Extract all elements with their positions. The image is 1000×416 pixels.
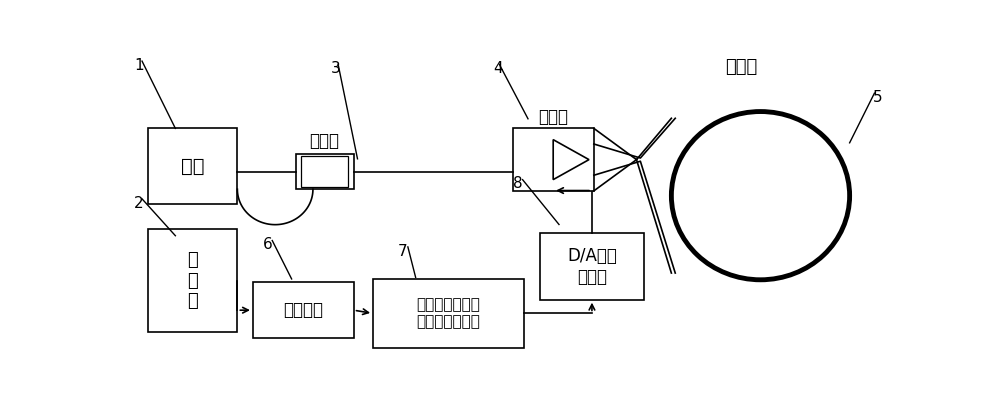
Text: 7: 7 xyxy=(398,244,407,259)
Text: 3: 3 xyxy=(330,61,340,76)
Text: 光源: 光源 xyxy=(181,156,205,176)
Polygon shape xyxy=(553,140,589,180)
Bar xyxy=(253,282,354,338)
Text: 1: 1 xyxy=(134,58,144,73)
Text: 探
测
器: 探 测 器 xyxy=(187,251,198,310)
Text: 6: 6 xyxy=(263,237,273,253)
Text: 放大采样: 放大采样 xyxy=(283,301,323,319)
Bar xyxy=(301,156,348,187)
Text: 调制器: 调制器 xyxy=(538,108,568,126)
Text: D/A及滤
波放大: D/A及滤 波放大 xyxy=(567,247,617,285)
Text: 5: 5 xyxy=(873,90,883,105)
Text: 耦合器: 耦合器 xyxy=(310,132,340,150)
Text: 8: 8 xyxy=(512,176,522,191)
Bar xyxy=(540,233,644,300)
Text: 2: 2 xyxy=(134,196,144,210)
Bar xyxy=(148,129,237,204)
Text: 4: 4 xyxy=(493,61,503,76)
Bar xyxy=(148,229,237,332)
Bar xyxy=(512,129,594,191)
Text: 光纤环: 光纤环 xyxy=(725,58,757,76)
Bar xyxy=(296,154,354,189)
Text: 正弦波调制输出
及一次谐波检测: 正弦波调制输出 及一次谐波检测 xyxy=(417,297,480,329)
Bar xyxy=(373,279,524,348)
